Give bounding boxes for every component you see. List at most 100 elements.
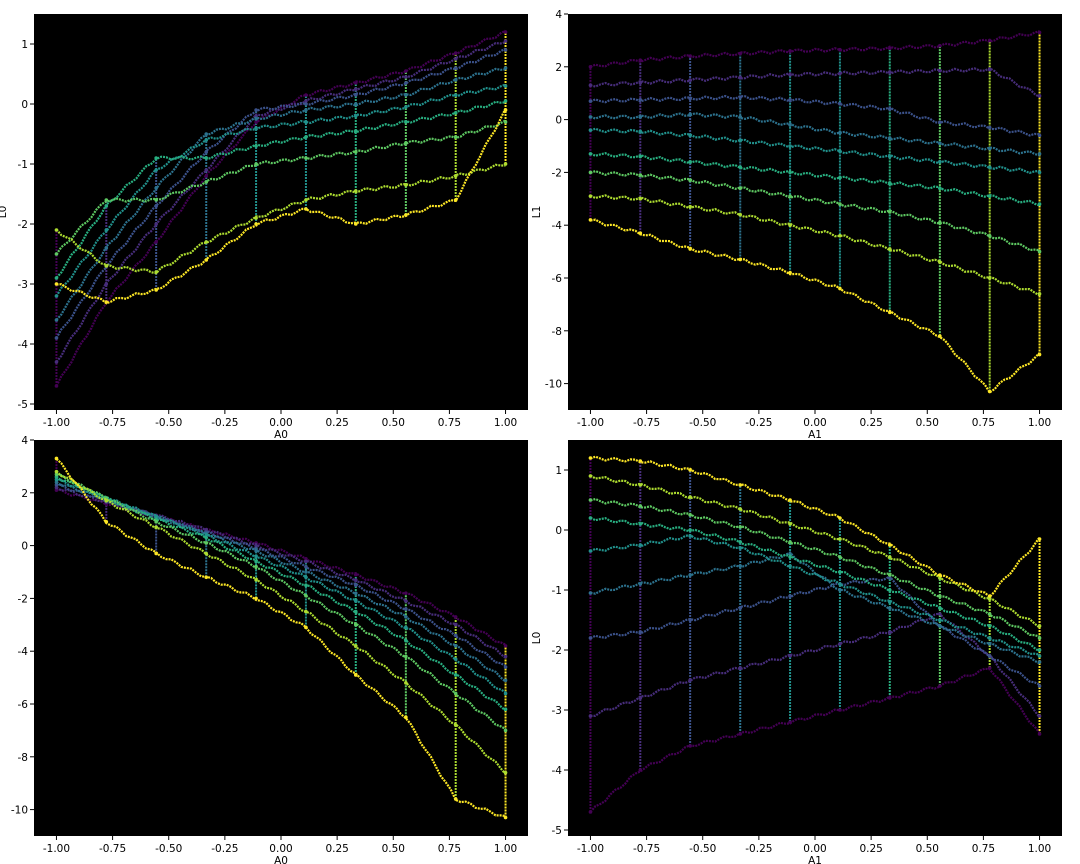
- data-point: [738, 95, 743, 99]
- data-point: [453, 673, 458, 677]
- data-point: [588, 170, 593, 175]
- data-point: [254, 120, 258, 124]
- data-point: [638, 231, 643, 235]
- data-point: [54, 477, 59, 482]
- y-tick-label: 0: [21, 99, 28, 111]
- data-point: [54, 483, 59, 487]
- data-point: [987, 594, 992, 598]
- data-point: [353, 102, 358, 106]
- data-point: [588, 65, 593, 69]
- data-point: [638, 173, 643, 177]
- data-series: [55, 458, 506, 818]
- data-point: [353, 623, 358, 627]
- data-point: [688, 178, 692, 183]
- data-point: [588, 99, 593, 103]
- x-tick-label: -1.00: [43, 843, 70, 855]
- data-point: [887, 555, 892, 559]
- data-point: [453, 57, 458, 61]
- data-point: [688, 247, 692, 251]
- data-point: [788, 170, 792, 175]
- data-point: [453, 78, 458, 82]
- data-point: [788, 654, 792, 658]
- data-point: [838, 588, 842, 592]
- data-point: [453, 111, 458, 115]
- data-point: [887, 543, 892, 547]
- y-tick-label: -4: [18, 339, 29, 351]
- data-point: [638, 630, 643, 634]
- y-tick-label: 1: [21, 39, 28, 51]
- data-point: [204, 535, 209, 540]
- data-point: [838, 642, 842, 646]
- data-point: [204, 156, 209, 160]
- data-series: [589, 667, 1041, 813]
- data-point: [738, 732, 743, 736]
- data-point: [638, 58, 643, 62]
- data-point: [503, 99, 508, 103]
- data-point: [1037, 30, 1042, 35]
- data-point: [304, 108, 308, 112]
- data-point: [887, 46, 892, 51]
- data-point: [838, 71, 842, 76]
- data-series: [590, 112, 1040, 157]
- data-point: [503, 654, 508, 659]
- data-point: [688, 78, 692, 82]
- data-point: [938, 141, 942, 146]
- data-series: [590, 455, 1041, 599]
- data-point: [638, 154, 643, 159]
- y-axis-label: L0: [531, 632, 543, 645]
- data-series: [590, 533, 1040, 656]
- x-axis-label: A0: [274, 855, 288, 864]
- data-point: [588, 218, 593, 222]
- data-series: [590, 516, 1041, 653]
- data-point: [104, 520, 109, 524]
- x-tick-label: 0.00: [803, 417, 826, 429]
- data-point: [987, 612, 992, 616]
- data-point: [938, 260, 942, 264]
- data-point: [104, 198, 109, 202]
- data-point: [54, 276, 59, 280]
- data-point: [453, 615, 458, 619]
- data-point: [788, 564, 792, 568]
- data-point: [404, 141, 408, 145]
- data-point: [1037, 352, 1042, 357]
- data-point: [938, 68, 942, 73]
- data-point: [738, 540, 743, 544]
- data-point: [938, 573, 942, 577]
- x-tick-label: 0.25: [325, 417, 348, 429]
- data-point: [204, 240, 209, 244]
- data-point: [688, 495, 692, 499]
- data-point: [638, 522, 643, 526]
- data-point: [938, 120, 942, 125]
- data-point: [1037, 249, 1042, 254]
- data-point: [1037, 94, 1042, 98]
- data-point: [353, 673, 358, 677]
- data-point: [353, 599, 358, 603]
- y-tick-label: -4: [552, 220, 563, 232]
- data-point: [453, 797, 458, 801]
- data-point: [204, 174, 209, 178]
- data-point: [588, 194, 593, 198]
- data-point: [404, 599, 408, 603]
- data-point: [838, 286, 842, 291]
- y-tick-label: -2: [18, 219, 28, 231]
- data-point: [788, 540, 792, 544]
- data-point: [738, 525, 743, 529]
- data-point: [104, 264, 109, 268]
- y-tick-label: -8: [18, 752, 28, 764]
- y-tick-label: -5: [18, 399, 28, 411]
- data-point: [588, 115, 593, 119]
- data-point: [588, 83, 593, 88]
- y-tick-label: 0: [555, 525, 562, 537]
- data-point: [738, 115, 743, 119]
- data-point: [304, 625, 308, 630]
- x-tick-label: 0.00: [269, 417, 292, 429]
- data-point: [154, 520, 158, 524]
- x-tick-label: -0.25: [745, 843, 772, 855]
- data-point: [638, 197, 643, 201]
- data-point: [353, 81, 358, 85]
- y-tick-label: -5: [552, 825, 562, 837]
- data-point: [304, 93, 308, 97]
- y-tick-label: -3: [18, 279, 28, 291]
- data-series: [590, 218, 1041, 394]
- data-point: [1037, 202, 1042, 206]
